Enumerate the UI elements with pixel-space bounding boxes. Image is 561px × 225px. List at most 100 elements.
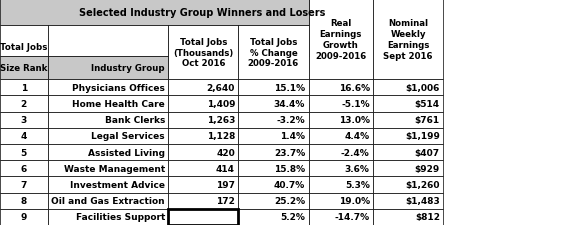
Bar — [48, 80, 168, 96]
Bar — [373, 128, 443, 144]
Bar — [168, 96, 238, 112]
Bar — [238, 26, 309, 80]
Text: -14.7%: -14.7% — [334, 212, 370, 221]
Bar — [168, 80, 238, 96]
Text: 414: 414 — [216, 164, 235, 173]
Text: 3: 3 — [21, 116, 27, 125]
Text: 7: 7 — [21, 180, 27, 189]
Text: 145: 145 — [216, 212, 235, 221]
Text: Oil and Gas Extraction: Oil and Gas Extraction — [51, 196, 165, 205]
Text: 15.8%: 15.8% — [274, 164, 305, 173]
Bar — [48, 128, 168, 144]
Bar — [48, 56, 168, 80]
Text: Facilities Support: Facilities Support — [76, 212, 165, 221]
Bar — [48, 177, 168, 193]
Bar — [373, 112, 443, 128]
Text: 19.0%: 19.0% — [339, 196, 370, 205]
Bar — [48, 193, 168, 209]
Text: 8: 8 — [21, 196, 27, 205]
Bar — [309, 144, 373, 160]
Bar — [309, 112, 373, 128]
Text: $1,199: $1,199 — [405, 132, 440, 141]
Bar — [0, 112, 48, 128]
Bar — [0, 177, 48, 193]
Bar — [168, 177, 238, 193]
Bar — [373, 209, 443, 225]
Text: 25.2%: 25.2% — [274, 196, 305, 205]
Bar — [48, 26, 168, 56]
Bar — [373, 177, 443, 193]
Text: Real
Earnings
Growth
2009-2016: Real Earnings Growth 2009-2016 — [315, 19, 366, 61]
Text: 40.7%: 40.7% — [274, 180, 305, 189]
Text: 3.6%: 3.6% — [345, 164, 370, 173]
Text: Industry Group: Industry Group — [91, 64, 165, 72]
Bar — [168, 160, 238, 177]
Text: 34.4%: 34.4% — [274, 100, 305, 108]
Bar — [238, 128, 309, 144]
Bar — [373, 193, 443, 209]
Bar — [238, 144, 309, 160]
Bar — [168, 26, 238, 80]
Bar — [238, 193, 309, 209]
Text: -3.2%: -3.2% — [277, 116, 305, 125]
Text: Total Jobs
(Thousands)
Oct 2016: Total Jobs (Thousands) Oct 2016 — [173, 38, 233, 68]
Text: Home Health Care: Home Health Care — [72, 100, 165, 108]
Bar — [309, 80, 373, 96]
Bar — [238, 112, 309, 128]
Text: Waste Management: Waste Management — [64, 164, 165, 173]
Bar — [373, 80, 443, 96]
Text: $1,006: $1,006 — [406, 83, 440, 92]
Bar — [168, 26, 238, 56]
Text: Nominal
Weekly
Earnings
Sept 2016: Nominal Weekly Earnings Sept 2016 — [383, 19, 433, 61]
Text: 172: 172 — [216, 196, 235, 205]
Text: 13.0%: 13.0% — [339, 116, 370, 125]
Text: 4.4%: 4.4% — [344, 132, 370, 141]
Bar — [309, 177, 373, 193]
Bar — [48, 209, 168, 225]
Bar — [168, 128, 238, 144]
Bar — [238, 96, 309, 112]
Text: 5.3%: 5.3% — [345, 180, 370, 189]
Text: Bank Clerks: Bank Clerks — [104, 116, 165, 125]
Bar — [168, 112, 238, 128]
Bar — [238, 26, 309, 56]
Text: 1,263: 1,263 — [206, 116, 235, 125]
Bar — [238, 160, 309, 177]
Bar — [0, 160, 48, 177]
Bar — [238, 80, 309, 96]
Bar — [0, 144, 48, 160]
Text: 420: 420 — [217, 148, 235, 157]
Text: $407: $407 — [415, 148, 440, 157]
Bar — [238, 177, 309, 193]
Text: Size Rank: Size Rank — [0, 64, 48, 72]
Text: 5.2%: 5.2% — [280, 212, 305, 221]
Bar — [309, 0, 373, 80]
Bar — [48, 144, 168, 160]
Bar — [48, 112, 168, 128]
Bar — [168, 193, 238, 209]
Text: 5: 5 — [21, 148, 27, 157]
Text: 1: 1 — [21, 83, 27, 92]
Bar — [373, 144, 443, 160]
Text: -2.4%: -2.4% — [341, 148, 370, 157]
Bar — [238, 209, 309, 225]
Bar — [0, 128, 48, 144]
Text: 9: 9 — [21, 212, 27, 221]
Bar — [373, 0, 443, 80]
Bar — [48, 160, 168, 177]
Text: 15.1%: 15.1% — [274, 83, 305, 92]
Text: $1,483: $1,483 — [405, 196, 440, 205]
Bar — [309, 209, 373, 225]
Text: 23.7%: 23.7% — [274, 148, 305, 157]
Bar — [0, 209, 48, 225]
Text: $761: $761 — [415, 116, 440, 125]
Text: Investment Advice: Investment Advice — [70, 180, 165, 189]
Text: $514: $514 — [415, 100, 440, 108]
Text: Physicians Offices: Physicians Offices — [72, 83, 165, 92]
Bar — [0, 0, 309, 26]
Text: $812: $812 — [415, 212, 440, 221]
Bar — [309, 193, 373, 209]
Bar — [168, 144, 238, 160]
Text: Assisted Living: Assisted Living — [88, 148, 165, 157]
Text: 16.6%: 16.6% — [339, 83, 370, 92]
